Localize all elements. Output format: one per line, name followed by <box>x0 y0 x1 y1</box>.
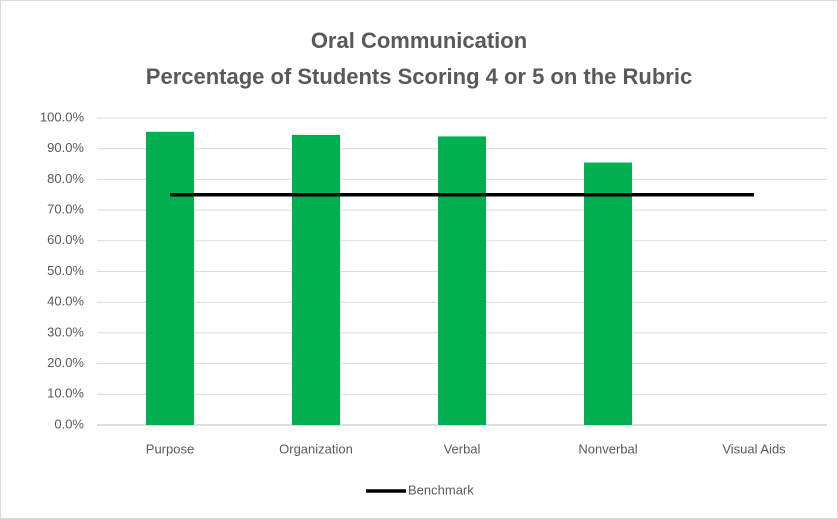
y-tick-label: 60.0% <box>47 232 84 247</box>
chart-subtitle: Percentage of Students Scoring 4 or 5 on… <box>146 64 692 89</box>
x-tick-label: Organization <box>279 441 353 456</box>
bar <box>292 134 340 425</box>
y-tick-label: 10.0% <box>47 386 84 401</box>
x-tick-label: Visual Aids <box>722 441 786 456</box>
bar <box>584 162 632 425</box>
y-tick-label: 0.0% <box>54 416 84 431</box>
y-tick-label: 90.0% <box>47 140 84 155</box>
y-tick-label: 40.0% <box>47 294 84 309</box>
x-tick-label: Purpose <box>146 441 194 456</box>
bar <box>438 136 486 426</box>
y-tick-label: 70.0% <box>47 202 84 217</box>
y-tick-label: 50.0% <box>47 263 84 278</box>
y-tick-label: 80.0% <box>47 171 84 186</box>
chart-title: Oral Communication <box>311 28 527 53</box>
bar <box>146 131 194 425</box>
legend-label: Benchmark <box>408 482 474 497</box>
y-tick-label: 20.0% <box>47 355 84 370</box>
x-tick-label: Verbal <box>444 441 481 456</box>
x-tick-label: Nonverbal <box>578 441 637 456</box>
y-tick-label: 100.0% <box>40 109 85 124</box>
y-tick-label: 30.0% <box>47 324 84 339</box>
